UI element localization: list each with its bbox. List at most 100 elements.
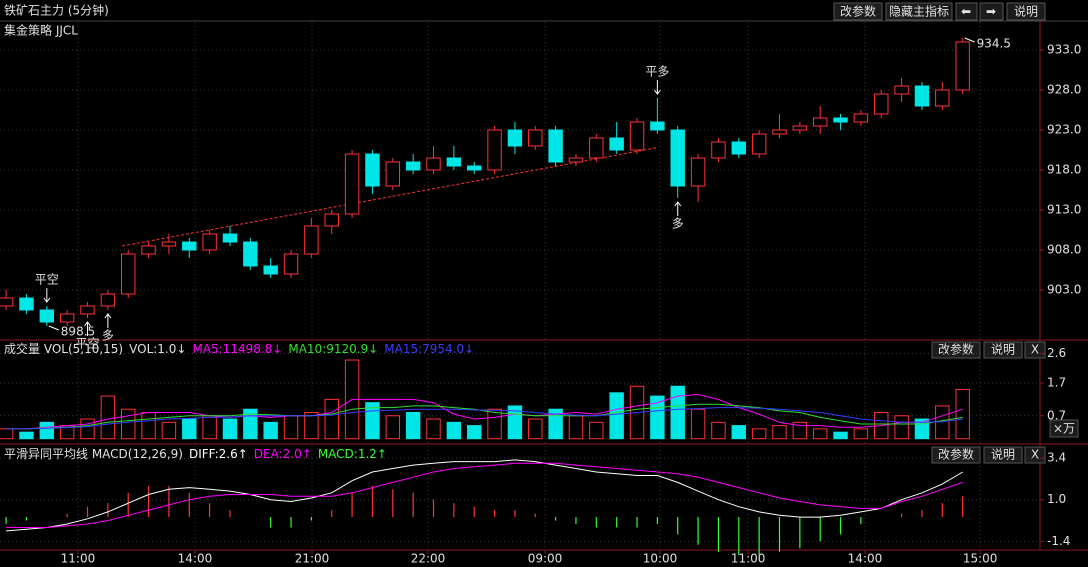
volume-bar (568, 415, 584, 440)
panel-title: 成交量 VOL(5,10,15) (4, 341, 123, 356)
signal-arrow (104, 313, 112, 328)
volume-bar (263, 421, 278, 440)
candle-body (711, 141, 726, 159)
candle-body (263, 265, 278, 275)
button[interactable]: X (1024, 446, 1046, 464)
y-tick-label: 923.0 (1047, 123, 1081, 137)
volume-bar (182, 418, 197, 440)
button[interactable]: 隐藏主指标 (885, 2, 953, 21)
button-label[interactable]: 改参数 (938, 342, 974, 357)
x-tick-label: 14:00 (178, 552, 213, 566)
signal-label: 多 (672, 217, 684, 231)
panel-header: 成交量 VOL(5,10,15) VOL:1.0↓ MA5:11498.8↓ MA10… (4, 341, 474, 356)
volume-bar (955, 389, 970, 440)
button[interactable]: 改参数 (833, 2, 883, 21)
signal-label: 平空 (35, 273, 59, 287)
candle-body (222, 233, 238, 243)
button-label[interactable]: 隐藏主指标 (889, 4, 949, 19)
y-tick-label: -1.4 (1047, 534, 1070, 548)
volume-bar (711, 421, 726, 440)
candle-body (650, 121, 665, 131)
candle-body (935, 89, 950, 107)
candle-body (59, 313, 75, 323)
x-tick-label: 09:00 (528, 552, 563, 566)
candle-body (629, 121, 645, 151)
y-tick-label: 3.4 (1047, 451, 1066, 465)
button-label[interactable]: 改参数 (938, 447, 974, 462)
volume-bar (833, 431, 848, 440)
candle-body (853, 113, 869, 123)
button-label[interactable]: X (1031, 343, 1039, 357)
button-label[interactable]: 说明 (991, 342, 1015, 357)
button[interactable]: ⬅ (955, 2, 978, 21)
candle-body (202, 233, 217, 251)
button-label[interactable]: 改参数 (840, 4, 876, 19)
button[interactable]: 说明 (983, 341, 1023, 359)
button[interactable]: 说明 (1006, 2, 1046, 21)
button[interactable]: ➡ (979, 2, 1004, 21)
annotation-label: 898.5 (61, 325, 95, 339)
volume-bar (446, 421, 462, 440)
y-tick-label: 903.0 (1047, 283, 1081, 297)
volume-bar (528, 418, 543, 440)
candle-body (914, 85, 930, 107)
legend-entry: MA15:7954.0↓ (384, 342, 474, 356)
chart-title: 铁矿石主力 (5分钟) (4, 3, 109, 18)
y-tick-label: 908.0 (1047, 243, 1081, 257)
unit-button-label[interactable]: ×万 (1053, 422, 1075, 436)
volume-bar (161, 421, 177, 440)
y-tick-label: 933.0 (1047, 43, 1081, 57)
legend-entry: DIFF:2.6↑ (189, 447, 248, 461)
volume-bar (670, 385, 685, 440)
volume-bar (0, 428, 14, 440)
candle-body (385, 161, 401, 187)
signal-arrow (653, 80, 661, 95)
button-label[interactable]: 说明 (991, 447, 1015, 462)
volume-bar (405, 411, 421, 440)
volume-bar (365, 402, 380, 440)
signal-arrow (674, 201, 682, 216)
legend-entry: MA10:9120.9↓ (288, 342, 378, 356)
button[interactable]: X (1024, 341, 1046, 359)
candle-body (365, 153, 380, 187)
button-label[interactable]: X (1031, 448, 1039, 462)
panel-frames (0, 20, 1088, 551)
candle-body (507, 129, 523, 147)
volume-bar (222, 418, 238, 440)
annotation-leader (48, 325, 59, 331)
volume-bar (487, 408, 502, 440)
volume-bar (19, 431, 34, 440)
indicator-line (6, 393, 963, 430)
button[interactable]: 改参数 (931, 341, 981, 359)
volume-bar (853, 428, 869, 440)
legend-entry: DEA:2.0↑ (254, 447, 312, 461)
candle-body (792, 125, 808, 131)
annotation-label: 934.5 (977, 37, 1011, 51)
button-label[interactable]: ⬅ (961, 5, 971, 19)
candle-body (568, 157, 584, 163)
button[interactable]: ×万 (1049, 419, 1079, 438)
indicator-line (6, 403, 963, 430)
button[interactable]: 说明 (983, 446, 1023, 464)
volume-bar (426, 418, 441, 440)
candle-body (772, 129, 787, 135)
indicator-line (6, 407, 963, 430)
volume-bar (751, 428, 767, 440)
volume-bar (100, 395, 116, 440)
signal-arrow (43, 288, 51, 303)
button-label[interactable]: 说明 (1014, 4, 1038, 19)
candle-body (283, 253, 299, 275)
candle-body (548, 129, 563, 163)
y-tick-label: 928.0 (1047, 83, 1081, 97)
volume-bar (324, 398, 339, 440)
volume-bar (202, 415, 217, 440)
button[interactable]: 改参数 (931, 446, 981, 464)
candle-body (405, 161, 421, 171)
candle-body (609, 137, 624, 151)
volume-bar (121, 408, 136, 440)
candle-body (751, 133, 767, 155)
x-tick-label: 15:00 (963, 552, 998, 566)
button-label[interactable]: ➡ (986, 5, 996, 19)
candle-body (0, 297, 14, 307)
volume-bar (812, 428, 828, 440)
